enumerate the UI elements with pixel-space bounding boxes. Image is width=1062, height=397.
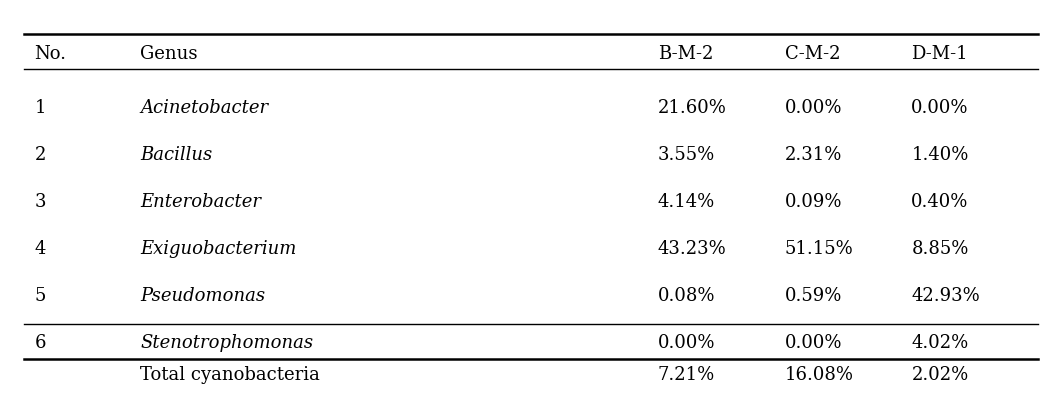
Text: No.: No. bbox=[34, 45, 67, 63]
Text: 1.40%: 1.40% bbox=[911, 146, 969, 164]
Text: Enterobacter: Enterobacter bbox=[140, 193, 261, 212]
Text: 21.60%: 21.60% bbox=[657, 100, 726, 118]
Text: 42.93%: 42.93% bbox=[911, 287, 980, 305]
Text: 0.00%: 0.00% bbox=[657, 334, 716, 352]
Text: Total cyanobacteria: Total cyanobacteria bbox=[140, 366, 320, 384]
Text: Bacillus: Bacillus bbox=[140, 146, 212, 164]
Text: 3.55%: 3.55% bbox=[657, 146, 715, 164]
Text: Stenotrophomonas: Stenotrophomonas bbox=[140, 334, 313, 352]
Text: 8.85%: 8.85% bbox=[911, 241, 969, 258]
Text: 3: 3 bbox=[34, 193, 46, 212]
Text: 7.21%: 7.21% bbox=[657, 366, 715, 384]
Text: 1: 1 bbox=[34, 100, 46, 118]
Text: 4: 4 bbox=[34, 241, 46, 258]
Text: 2.31%: 2.31% bbox=[785, 146, 842, 164]
Text: C-M-2: C-M-2 bbox=[785, 45, 840, 63]
Text: 0.09%: 0.09% bbox=[785, 193, 842, 212]
Text: B-M-2: B-M-2 bbox=[657, 45, 714, 63]
Text: 0.08%: 0.08% bbox=[657, 287, 716, 305]
Text: 4.14%: 4.14% bbox=[657, 193, 715, 212]
Text: 5: 5 bbox=[34, 287, 46, 305]
Text: 0.59%: 0.59% bbox=[785, 287, 842, 305]
Text: 0.00%: 0.00% bbox=[911, 100, 969, 118]
Text: 43.23%: 43.23% bbox=[657, 241, 726, 258]
Text: 16.08%: 16.08% bbox=[785, 366, 854, 384]
Text: 4.02%: 4.02% bbox=[911, 334, 969, 352]
Text: Pseudomonas: Pseudomonas bbox=[140, 287, 266, 305]
Text: 0.00%: 0.00% bbox=[785, 334, 842, 352]
Text: Genus: Genus bbox=[140, 45, 198, 63]
Text: 0.00%: 0.00% bbox=[785, 100, 842, 118]
Text: 2.02%: 2.02% bbox=[911, 366, 969, 384]
Text: D-M-1: D-M-1 bbox=[911, 45, 967, 63]
Text: Exiguobacterium: Exiguobacterium bbox=[140, 241, 296, 258]
Text: 0.40%: 0.40% bbox=[911, 193, 969, 212]
Text: 51.15%: 51.15% bbox=[785, 241, 853, 258]
Text: 6: 6 bbox=[34, 334, 46, 352]
Text: Acinetobacter: Acinetobacter bbox=[140, 100, 269, 118]
Text: 2: 2 bbox=[34, 146, 46, 164]
